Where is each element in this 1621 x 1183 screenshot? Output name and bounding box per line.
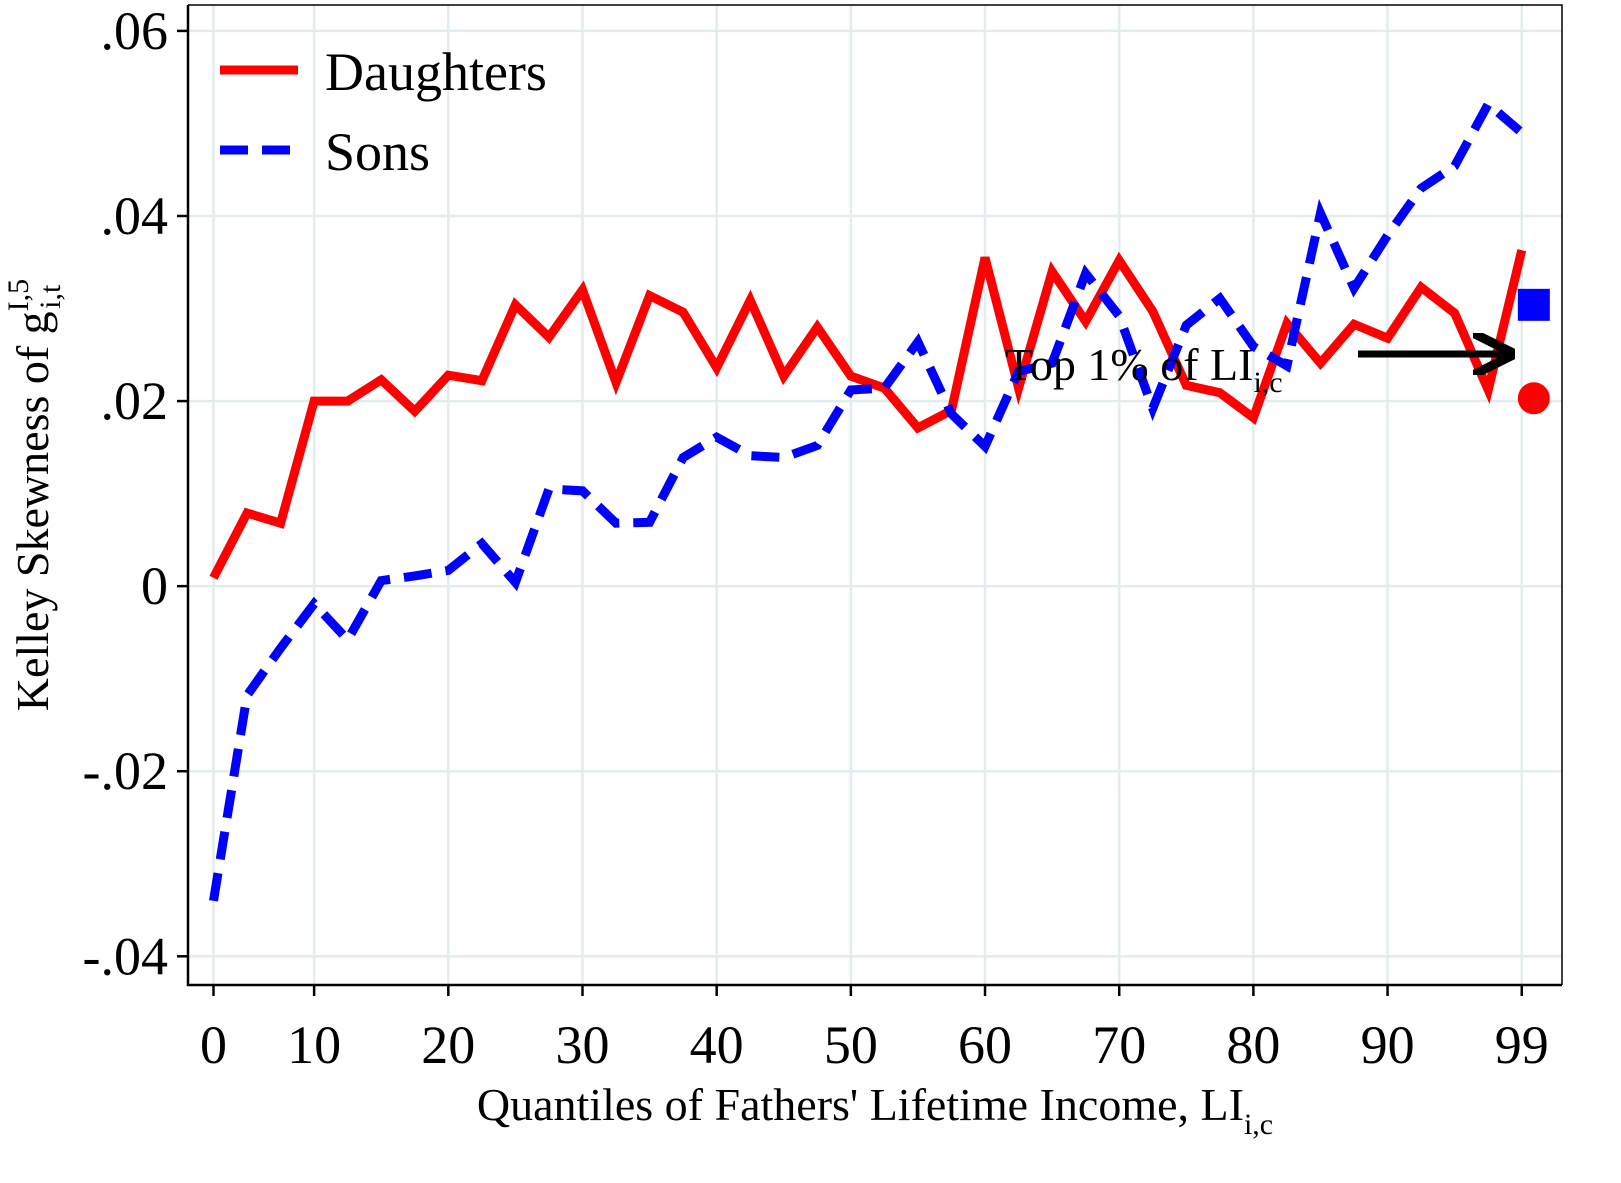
axes: -.04 -.02 0 .02 .04 .06 0 10 20 30 40 50 60 70 80 90 99 D… — [2, 1, 1562, 1141]
y-tick-label: -.02 — [83, 741, 168, 801]
x-tick-label: 40 — [690, 1015, 744, 1075]
y-axis-title: Kelley Skewness of gI,5i,t — [2, 279, 67, 711]
x-axis-title: Quantiles of Fathers' Lifetime Income, L… — [477, 1079, 1273, 1141]
top1-circle — [1517, 382, 1550, 415]
y-axis-title-text: Kelley Skewness of g — [7, 311, 58, 711]
legend-label: Daughters — [325, 42, 547, 102]
x-tick-label: 10 — [287, 1015, 341, 1075]
top1-square — [1517, 288, 1550, 321]
x-tick-label: 90 — [1361, 1015, 1415, 1075]
y-tick-label: .02 — [101, 371, 169, 431]
annotation: Top 1% of LIi,c — [1005, 339, 1283, 399]
grid — [188, 4, 1563, 985]
y-axis-title-sub: i,t — [34, 284, 67, 309]
x-tick-label: 80 — [1226, 1015, 1280, 1075]
annotation-sub: i,c — [1253, 366, 1282, 399]
x-axis-title-text: Quantiles of Fathers' Lifetime Income, L… — [477, 1079, 1244, 1130]
x-tick-label: 30 — [555, 1015, 609, 1075]
y-tick-label: 0 — [141, 556, 168, 616]
annotation-text: Top 1% of LI — [1005, 339, 1253, 390]
x-tick-label: 0 — [200, 1015, 227, 1075]
y-axis-title-sup: I,5 — [2, 279, 35, 312]
series-line — [209, 96, 1525, 902]
x-tick-label: 60 — [958, 1015, 1012, 1075]
series-line — [209, 249, 1527, 580]
plot-border — [188, 4, 1563, 985]
x-tick-label: 99 — [1495, 1015, 1549, 1075]
y-tick-label: .04 — [101, 186, 169, 246]
legend-label: Sons — [325, 122, 430, 182]
y-tick-label: .06 — [101, 1, 169, 61]
x-axis-title-sub: i,c — [1244, 1108, 1273, 1141]
y-tick-label: -.04 — [83, 926, 168, 986]
x-tick-label: 20 — [421, 1015, 475, 1075]
marks — [209, 96, 1550, 902]
plot-frame — [186, 5, 1562, 987]
x-tick-label: 70 — [1092, 1015, 1146, 1075]
x-tick-label: 50 — [824, 1015, 878, 1075]
